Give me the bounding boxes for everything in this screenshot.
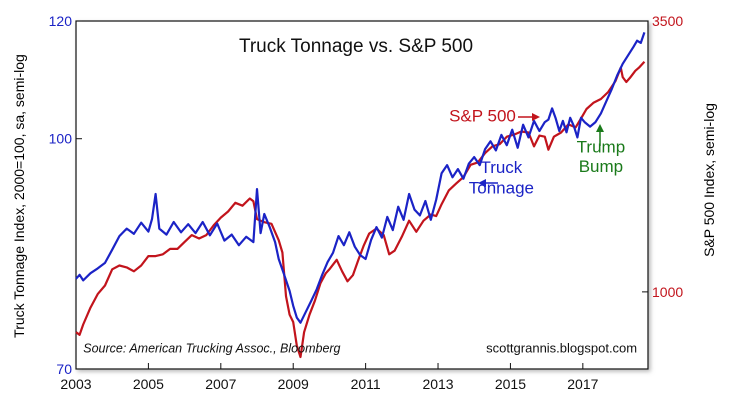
series-truck-tonnage-line (75, 32, 646, 324)
trump-bump-label: Bump (579, 157, 623, 176)
x-tick-label: 2003 (60, 376, 91, 392)
y-right-axis: 1000 3500 (642, 13, 683, 300)
truck-tonnage-label: Truck (480, 158, 522, 177)
x-axis: 2003 2005 2007 2009 2011 2013 2015 2017 (60, 363, 599, 392)
sp500-label: S&P 500 (449, 106, 516, 125)
series-sp500-line (75, 60, 646, 359)
trump-bump-label: Trump (577, 137, 626, 156)
truck-arrowhead (478, 179, 486, 187)
chart-title: Truck Tonnage vs. S&P 500 (239, 36, 473, 57)
trump-arrowhead (596, 124, 604, 132)
x-tick-label: 2015 (495, 376, 526, 392)
truck-tonnage-label: Tonnage (469, 178, 534, 197)
y-right-tick-label: 1000 (652, 284, 683, 300)
y-left-tick-label: 70 (56, 361, 72, 377)
y-right-tick-label: 3500 (652, 13, 683, 29)
y-left-tick-label: 100 (49, 131, 73, 147)
y-left-tick-label: 120 (49, 13, 73, 29)
sp500-arrowhead (532, 113, 540, 121)
x-tick-label: 2009 (278, 376, 309, 392)
x-tick-label: 2013 (422, 376, 453, 392)
x-tick-label: 2017 (567, 376, 598, 392)
x-tick-label: 2007 (205, 376, 236, 392)
series-layer (75, 32, 646, 359)
y-left-axis: 70 100 120 (49, 13, 82, 377)
x-tick-label: 2011 (351, 376, 381, 392)
source-note: Source: American Trucking Assoc., Bloomb… (83, 342, 340, 356)
plot-area (75, 20, 649, 370)
credit-note: scottgrannis.blogspot.com (486, 341, 637, 356)
y-left-axis-label: Truck Tonnage Index, 2000=100, sa, semi-… (11, 54, 27, 338)
y-right-axis-label: S&P 500 Index, semi-log (701, 103, 717, 257)
x-tick-label: 2005 (133, 376, 164, 392)
